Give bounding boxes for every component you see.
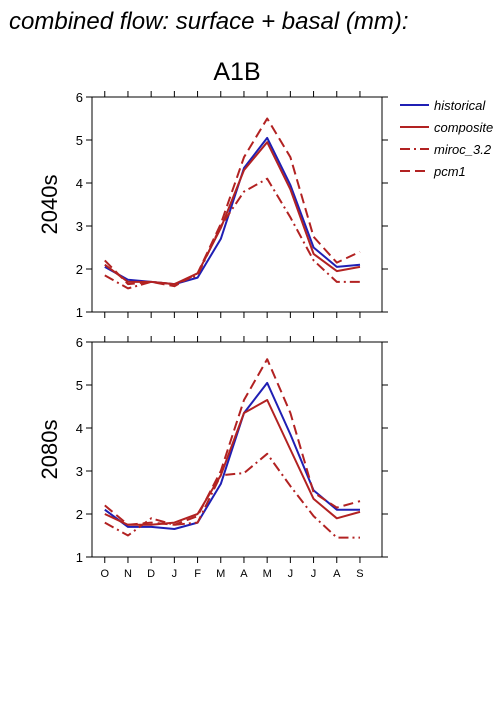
series-line-miroc-3-2: [104, 452, 360, 539]
series-line-pcm1: [104, 358, 361, 526]
y-tick-label: 3: [76, 464, 83, 479]
x-tick-label: M: [216, 568, 225, 580]
x-tick-label: S: [356, 568, 363, 580]
y-tick-label: 1: [76, 305, 83, 320]
legend: historical composite miroc_3.2 pcm1: [400, 98, 493, 179]
panel-2080s: 1 2 3 4 5 6 O N D J F M A M J J A S 2080s: [37, 335, 388, 580]
series-line-historical: [104, 381, 360, 530]
y-tick-label: 5: [76, 378, 83, 393]
y-tick-label: 1: [76, 550, 83, 565]
x-tick-label: A: [240, 568, 248, 580]
y-axis-label: 2040s: [37, 175, 62, 235]
y-tick-label: 2: [76, 507, 83, 522]
series-line-miroc-3-2: [104, 177, 360, 290]
figure-title: combined flow: surface + basal (mm):: [9, 8, 408, 35]
series-line-composite: [104, 141, 361, 286]
y-axis-label: 2080s: [37, 420, 62, 480]
panel-2040s: 1 2 3 4 5 6 2040s: [37, 90, 388, 320]
legend-label-historical: historical: [434, 98, 486, 113]
x-tick-label: D: [147, 568, 155, 580]
x-tick-label: N: [124, 568, 132, 580]
legend-label-pcm1: pcm1: [433, 164, 466, 179]
x-tick-label: F: [194, 568, 201, 580]
x-tick-label: J: [172, 568, 178, 580]
scenario-label: A1B: [213, 58, 260, 86]
x-tick-label: O: [100, 568, 109, 580]
y-tick-label: 3: [76, 219, 83, 234]
x-tick-label: J: [288, 568, 294, 580]
y-tick-label: 6: [76, 90, 83, 105]
y-tick-label: 4: [76, 421, 83, 436]
x-tick-label: J: [311, 568, 317, 580]
series-line-pcm1: [104, 117, 361, 288]
plot-frame: [91, 96, 383, 313]
y-tick-label: 2: [76, 262, 83, 277]
y-tick-label: 4: [76, 176, 83, 191]
x-tick-label: M: [263, 568, 272, 580]
legend-label-miroc-3-2: miroc_3.2: [434, 142, 492, 157]
legend-label-composite: composite: [434, 120, 493, 135]
series-line-composite: [104, 399, 361, 526]
plot-frame: [91, 341, 383, 558]
x-tick-label: A: [333, 568, 341, 580]
y-tick-label: 6: [76, 335, 83, 350]
series-line-historical: [104, 136, 361, 286]
y-tick-label: 5: [76, 133, 83, 148]
